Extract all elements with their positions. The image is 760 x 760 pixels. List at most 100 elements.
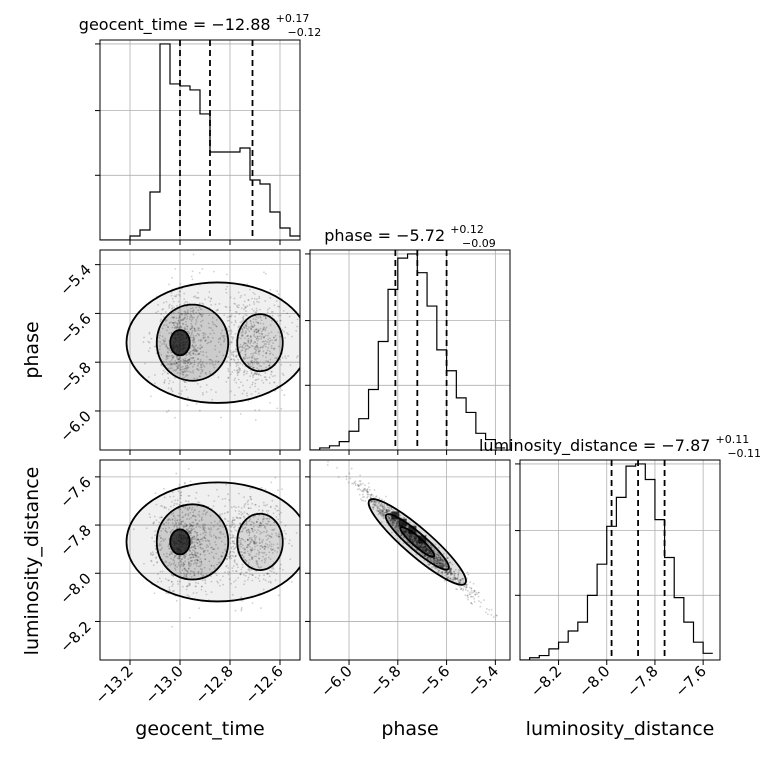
- sample-point: [191, 536, 194, 539]
- sample-point: [230, 329, 233, 332]
- sample-point: [194, 555, 197, 558]
- sample-point: [168, 332, 171, 335]
- sample-point: [230, 332, 233, 335]
- sample-point: [242, 556, 245, 559]
- sample-point: [196, 291, 199, 294]
- sample-point: [391, 522, 394, 525]
- sample-point: [188, 584, 190, 586]
- sample-point: [194, 349, 197, 352]
- sample-point: [356, 488, 359, 491]
- sample-point: [234, 319, 237, 322]
- sample-point: [178, 358, 180, 361]
- sample-point: [283, 394, 286, 396]
- sample-point: [243, 358, 246, 361]
- sample-point: [240, 609, 243, 612]
- sample-point: [414, 537, 417, 540]
- sample-point: [263, 561, 266, 564]
- sample-point: [227, 573, 230, 576]
- sample-point: [193, 359, 196, 362]
- sample-point: [159, 536, 162, 539]
- sample-point: [229, 537, 232, 540]
- sample-point: [202, 532, 205, 535]
- sample-point: [261, 332, 264, 335]
- sample-point: [241, 530, 244, 532]
- sample-point: [150, 560, 153, 563]
- sample-point: [192, 536, 195, 539]
- sample-point: [166, 552, 168, 555]
- sample-point: [186, 404, 189, 407]
- sample-point: [180, 523, 183, 525]
- sample-point: [192, 524, 195, 527]
- sample-point: [241, 346, 243, 348]
- sample-point: [265, 351, 268, 354]
- sample-point: [248, 573, 251, 576]
- sample-point: [281, 389, 283, 392]
- sample-point: [187, 396, 189, 399]
- sample-point: [204, 534, 207, 537]
- sample-point: [256, 339, 259, 342]
- sample-point: [259, 607, 262, 609]
- sample-point: [263, 327, 265, 330]
- sample-point: [276, 505, 279, 508]
- sample-point: [200, 363, 202, 366]
- sample-point: [251, 297, 253, 300]
- sample-point: [178, 322, 181, 325]
- sample-point: [193, 337, 196, 340]
- sample-point: [272, 342, 275, 345]
- sample-point: [239, 368, 241, 370]
- sample-point: [425, 547, 428, 550]
- sample-point: [196, 559, 199, 562]
- sample-point: [207, 545, 210, 548]
- sample-point: [187, 567, 190, 570]
- sample-point: [192, 311, 194, 313]
- sample-point: [441, 571, 443, 574]
- sample-point: [253, 548, 256, 551]
- sample-point: [174, 521, 177, 524]
- sample-point: [222, 354, 225, 357]
- panel-frame: [519, 459, 721, 661]
- sample-point: [254, 542, 257, 544]
- sample-point: [266, 572, 269, 575]
- sample-point: [255, 542, 258, 545]
- sample-point: [182, 371, 185, 374]
- sample-point: [243, 504, 246, 507]
- sample-point: [485, 611, 487, 614]
- sample-point: [187, 514, 190, 517]
- sample-point: [190, 307, 192, 310]
- sample-point: [155, 551, 158, 554]
- sample-point: [188, 518, 191, 520]
- sample-point: [171, 356, 174, 359]
- sample-point: [275, 357, 278, 360]
- sample-point: [206, 539, 209, 542]
- sample-point: [186, 325, 189, 328]
- sample-point: [160, 504, 162, 507]
- sample-point: [190, 275, 193, 278]
- sample-point: [253, 529, 256, 532]
- sample-point: [163, 523, 166, 526]
- sample-point: [189, 530, 192, 533]
- sample-point: [223, 335, 226, 337]
- sample-point: [260, 330, 263, 333]
- sample-point: [173, 524, 176, 526]
- sample-point: [168, 305, 170, 307]
- sample-point: [246, 370, 249, 373]
- sample-point: [469, 591, 472, 594]
- x-tick-label: −7.6: [671, 662, 709, 700]
- sample-point: [364, 500, 367, 503]
- sample-point: [264, 300, 267, 302]
- sample-point: [180, 312, 182, 315]
- sample-point: [199, 568, 202, 570]
- sample-point: [385, 509, 388, 512]
- sample-point: [241, 328, 244, 331]
- sample-point: [194, 554, 197, 557]
- sample-point: [191, 349, 194, 352]
- sample-point: [413, 535, 416, 538]
- sample-point: [250, 527, 253, 530]
- sample-point: [226, 319, 229, 322]
- sample-point: [269, 361, 271, 364]
- sample-point: [251, 538, 253, 541]
- sample-point: [204, 333, 207, 336]
- sample-point: [203, 509, 206, 512]
- sample-point: [237, 306, 240, 309]
- sample-point: [265, 510, 268, 512]
